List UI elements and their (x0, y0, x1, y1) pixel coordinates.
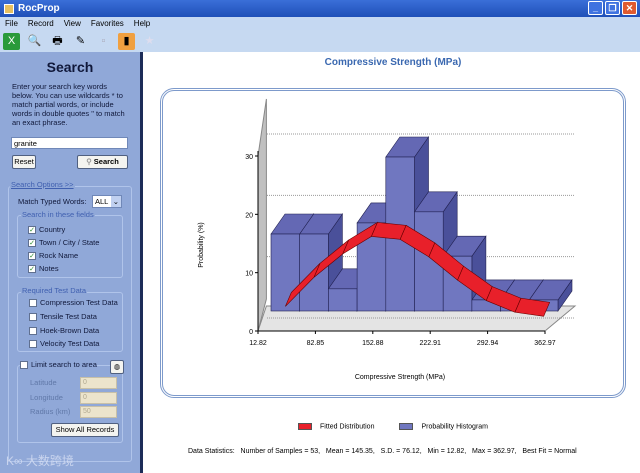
radius-label: Radius (km) (30, 407, 71, 416)
minimize-button[interactable]: _ (588, 1, 603, 15)
checkbox-town[interactable]: ✓ Town / City / State (28, 238, 99, 247)
fields-legend: Search in these fields (21, 210, 95, 219)
checkbox-label: Rock Name (39, 251, 79, 260)
legend-swatch-blue (399, 423, 414, 430)
globe-icon: ◍ (113, 362, 121, 371)
histogram-bar (270, 233, 301, 312)
checkbox-velocity[interactable]: Velocity Test Data (29, 339, 99, 348)
search-options-link[interactable]: Search Options >> (10, 180, 75, 189)
legend-histogram: Probability Histogram (399, 423, 488, 430)
app-icon (4, 3, 14, 14)
search-button-label: Search (93, 157, 119, 166)
favorite-star-icon[interactable]: ★ (144, 34, 155, 47)
longitude-field[interactable]: 0 (80, 392, 117, 404)
x-tick-label: 362.97 (534, 340, 556, 347)
histogram-bar (328, 288, 358, 312)
match-label: Match Typed Words: (18, 197, 87, 206)
x-tick-label: 82.85 (307, 340, 325, 347)
chart-title: Compressive Strength (MPa) (324, 57, 462, 68)
menu-help[interactable]: Help (133, 19, 151, 28)
x-axis-label: Compressive Strength (MPa) (355, 374, 445, 381)
reset-button[interactable]: Reset (12, 155, 36, 169)
restore-button[interactable]: ❐ (605, 1, 620, 15)
checkbox-label: Compression Test Data (40, 298, 118, 307)
legend-fitted: Fitted Distribution (298, 423, 374, 430)
globe-button[interactable]: ◍ (110, 360, 124, 374)
search-help-text: Enter your search key words below. You c… (12, 82, 125, 127)
back-wall (257, 98, 267, 332)
search-heading: Search (46, 59, 94, 75)
search-icon: ⚲ (86, 157, 94, 166)
check-icon: ✓ (28, 251, 36, 260)
chart-area: Compressive Strength (MPa) 0 10 20 30 12.82 8… (146, 52, 640, 473)
legend-label: Fitted Distribution (320, 423, 375, 431)
checkbox-label: Tensile Test Data (40, 312, 97, 321)
y-tick-label: 20 (245, 212, 253, 219)
menu-record[interactable]: Record (27, 19, 54, 28)
y-tick-label: 0 (249, 329, 253, 336)
checkbox-tensile[interactable]: Tensile Test Data (29, 312, 97, 321)
checkbox-notes[interactable]: ✓ Notes (28, 264, 59, 273)
checkbox-label: Notes (39, 264, 59, 273)
search-button[interactable]: ⚲ Search (77, 155, 128, 169)
radius-field[interactable]: 50 (80, 406, 117, 418)
checkbox-label: Limit search to area (31, 360, 97, 369)
required-legend: Required Test Data (21, 286, 88, 295)
checkbox-label: Town / City / State (39, 238, 100, 247)
search-input[interactable]: granite (11, 137, 128, 149)
chevron-down-icon: ⌄ (110, 196, 121, 207)
print-preview-icon[interactable]: 🔍 (27, 34, 42, 47)
menu-favorites[interactable]: Favorites (90, 19, 124, 28)
print-icon[interactable]: 🖶 (52, 34, 63, 47)
checkbox-label: Velocity Test Data (40, 339, 100, 348)
title-bar: RocProp _ ❐ ✕ (0, 0, 640, 17)
check-icon: ✓ (28, 225, 36, 234)
x-tick-label: 292.94 (477, 340, 499, 347)
legend-swatch-red (298, 423, 312, 430)
check-icon: ✓ (28, 238, 36, 247)
map-icon[interactable]: ✎ (75, 34, 86, 47)
blank-icon[interactable]: ▫ (101, 34, 106, 47)
checkbox-hoek-brown[interactable]: Hoek-Brown Data (29, 326, 99, 335)
y-axis-label: Probability (%) (198, 222, 205, 268)
checkbox-label: Country (39, 225, 66, 234)
histogram-chart: 0 10 20 30 12.82 82.85 152.88 222.91 292.94 362.9… (198, 98, 577, 381)
match-select[interactable]: ALL ⌄ (92, 195, 122, 208)
fitted-distribution-segment (514, 297, 551, 317)
menu-view[interactable]: View (63, 19, 81, 28)
data-statistics: Data Statistics: Number of Samples = 53,… (188, 448, 577, 455)
menu-bar: File Record View Favorites Help (0, 17, 640, 30)
x-tick-label: 12.82 (249, 340, 267, 347)
close-button[interactable]: ✕ (622, 1, 637, 15)
watermark: K∞ 大数跨境 (6, 454, 74, 468)
toolbar: X 🔍 🖶 ✎ ▫ ▮ ★ (0, 30, 640, 52)
excel-export-icon[interactable]: X (3, 32, 20, 50)
chart-icon[interactable]: ▮ (118, 32, 135, 50)
show-all-records-button[interactable]: Show All Records (51, 423, 119, 437)
legend-label: Probability Histogram (421, 423, 488, 431)
longitude-label: Longitude (30, 393, 63, 402)
latitude-label: Latitude (30, 378, 57, 387)
x-tick-label: 152.88 (362, 340, 384, 347)
match-value: ALL (95, 197, 109, 206)
checkbox-rock-name[interactable]: ✓ Rock Name (28, 251, 78, 260)
checkbox-country[interactable]: ✓ Country (28, 225, 65, 234)
window-title: RocProp (18, 3, 60, 14)
search-panel: Search Enter your search key words below… (0, 52, 143, 473)
latitude-field[interactable]: 0 (80, 377, 117, 389)
y-tick-label: 30 (245, 154, 253, 161)
checkbox-limit-area[interactable]: Limit search to area (20, 360, 97, 369)
x-tick-label: 222.91 (419, 340, 441, 347)
chart-legend: Fitted Distribution Probability Histogra… (146, 423, 640, 430)
checkbox-label: Hoek-Brown Data (40, 326, 100, 335)
menu-file[interactable]: File (5, 19, 18, 28)
chart-frame (160, 88, 626, 398)
check-icon: ✓ (28, 264, 36, 273)
watermark-text: 大数跨境 (25, 454, 74, 468)
checkbox-compression[interactable]: Compression Test Data (29, 298, 118, 307)
y-tick-label: 10 (245, 271, 253, 278)
